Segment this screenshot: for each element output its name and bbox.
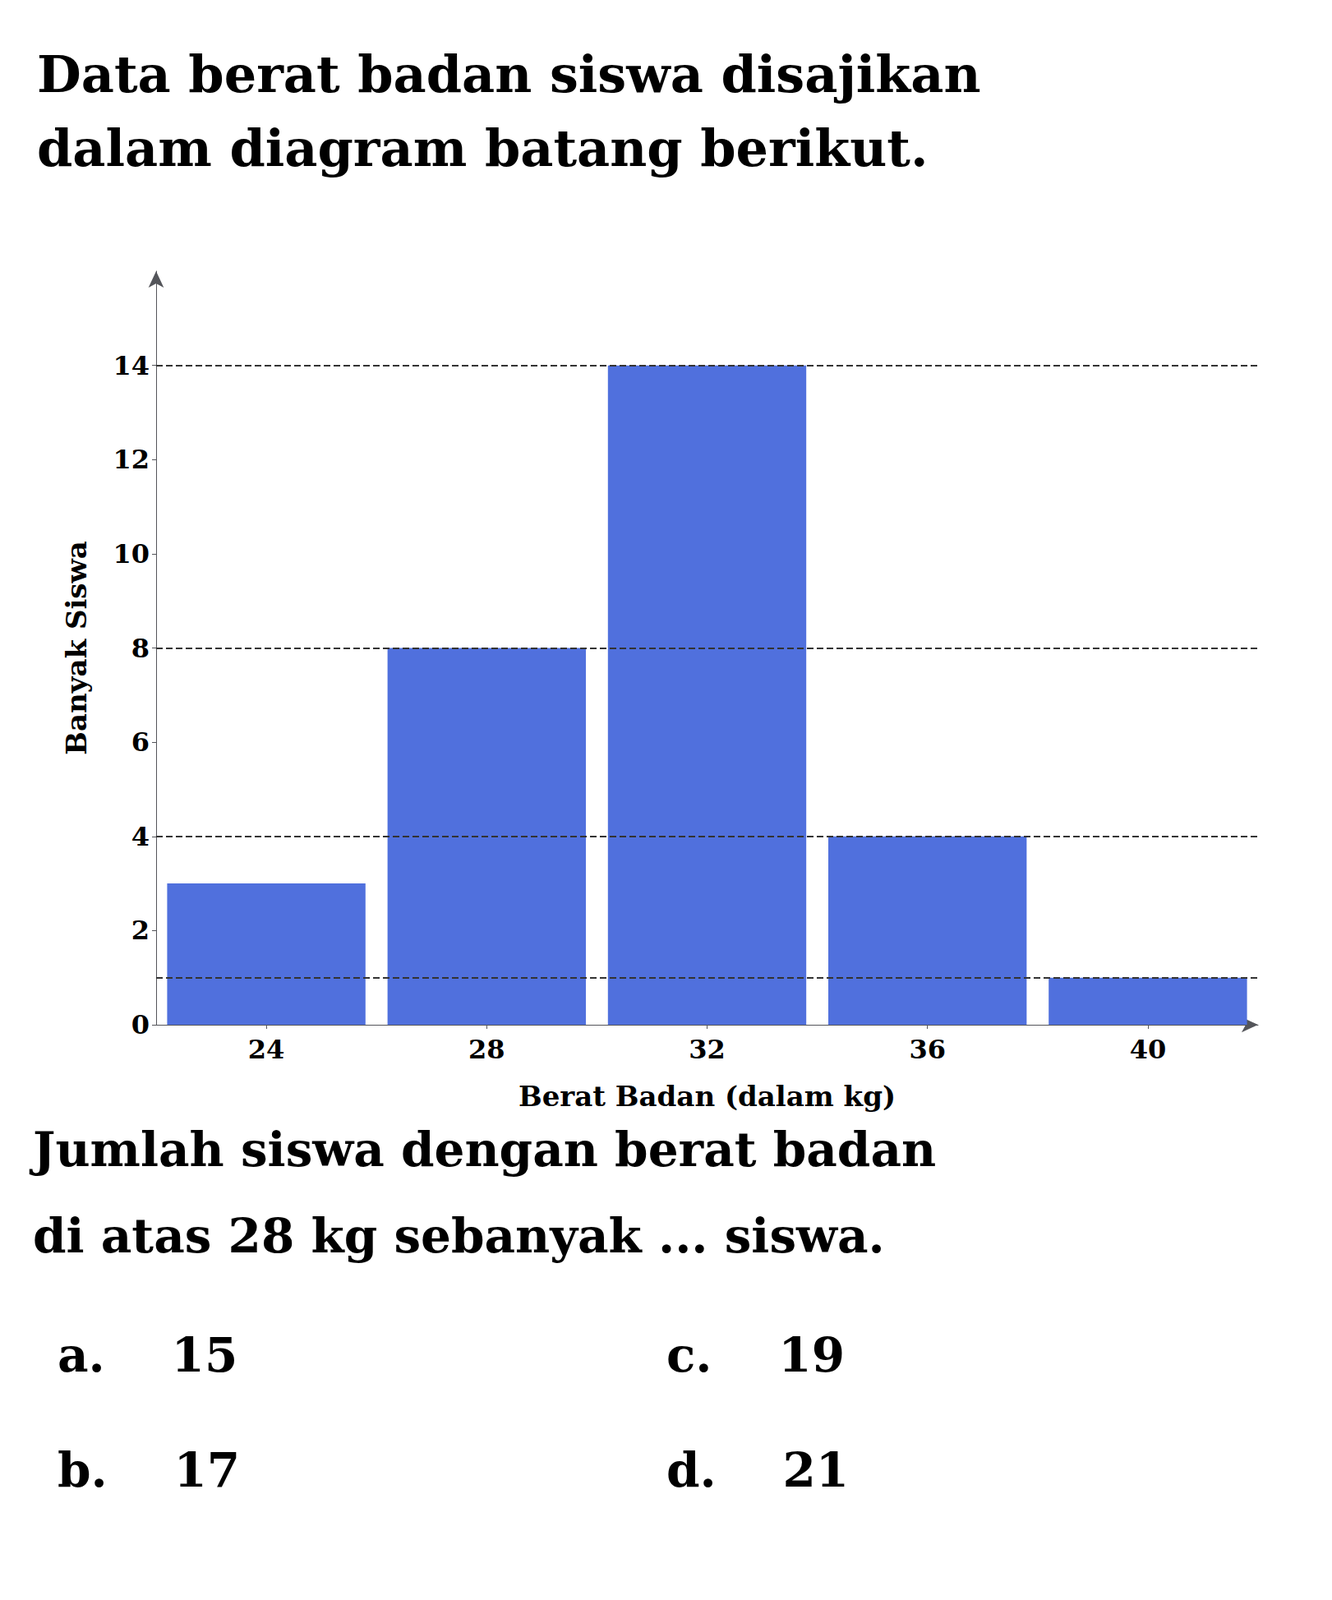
svg-text:10: 10 <box>112 538 150 570</box>
svg-text:36: 36 <box>908 1033 946 1065</box>
svg-text:d. 21: d. 21 <box>666 1442 849 1498</box>
svg-text:32: 32 <box>688 1033 726 1065</box>
svg-text:6: 6 <box>131 726 150 758</box>
svg-text:2: 2 <box>131 914 150 946</box>
svg-text:Jumlah siswa dengan berat bada: Jumlah siswa dengan berat badan <box>28 1121 936 1178</box>
svg-text:b. 17: b. 17 <box>57 1442 240 1498</box>
svg-text:14: 14 <box>112 350 150 382</box>
svg-text:28: 28 <box>468 1033 506 1065</box>
svg-text:dalam diagram batang berikut.: dalam diagram batang berikut. <box>36 118 929 179</box>
svg-text:di atas 28 kg sebanyak ... sis: di atas 28 kg sebanyak ... siswa. <box>32 1207 885 1264</box>
svg-text:8: 8 <box>131 632 150 664</box>
svg-text:40: 40 <box>1129 1033 1167 1065</box>
svg-text:c. 19: c. 19 <box>666 1327 845 1383</box>
svg-text:Data berat badan siswa disajik: Data berat badan siswa disajikan <box>36 44 982 105</box>
svg-text:Berat Badan (dalam kg): Berat Badan (dalam kg) <box>518 1079 896 1113</box>
svg-text:12: 12 <box>112 443 150 475</box>
svg-text:Banyak Siswa: Banyak Siswa <box>59 540 93 756</box>
svg-text:24: 24 <box>248 1033 286 1065</box>
svg-text:a. 15: a. 15 <box>57 1327 238 1383</box>
svg-text:0: 0 <box>131 1009 150 1041</box>
svg-text:4: 4 <box>131 820 150 853</box>
